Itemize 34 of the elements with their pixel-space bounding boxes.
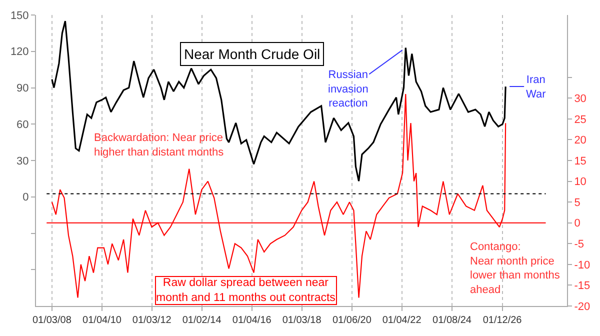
x-tick-label: 01/04/22: [382, 315, 422, 326]
y2-tick-label: 30: [574, 92, 586, 105]
annotation: Raw dollar spread between near month and 11 months out contracts: [156, 277, 336, 304]
annotation: Russian invasion reaction: [328, 69, 368, 110]
y2-tick-label: -10: [574, 259, 590, 272]
x-tick-label: 01/06/20: [332, 315, 372, 326]
y-tick-label: 120: [10, 46, 29, 58]
y2-tick-label: -5: [574, 238, 584, 250]
y-tick-label: 60: [16, 118, 29, 131]
x-tick-label: 01/02/14: [182, 315, 222, 326]
x-tick-label: 01/03/12: [132, 315, 172, 326]
y2-tick-label: -15: [574, 280, 590, 292]
y-tick-label: 0: [22, 192, 29, 204]
annotation: Iran War: [526, 74, 546, 100]
x-tick-label: 01/04/10: [82, 315, 122, 326]
text: Near Month Crude Oil: [184, 46, 320, 62]
x-tick-label: 01/04/16: [232, 315, 272, 326]
y2-tick-label: 10: [574, 176, 586, 188]
x-tick-label: 01/03/08: [32, 315, 72, 326]
y2-tick-label: 0: [574, 218, 580, 230]
x-tick-label: 01/03/18: [282, 315, 322, 326]
y2-tick-label: 5: [574, 196, 580, 209]
y2-tick-label: 20: [574, 134, 586, 147]
annotation: Contango: Near month price lower than months ahead: [470, 241, 560, 296]
y-tick-label: 90: [16, 82, 29, 95]
annotation: Backwardation: Near price higher than distant months: [94, 132, 224, 158]
y2-tick-label: 15: [574, 155, 586, 168]
x-tick-label: 01/12/26: [482, 315, 522, 326]
y-tick-label: 150: [10, 10, 29, 22]
y2-tick-label: -20: [574, 300, 590, 313]
y-tick-label: 30: [16, 155, 29, 168]
line-series: [51, 20, 506, 182]
x-tick-label: 01/08/24: [432, 315, 472, 326]
y2-tick-label: 25: [574, 114, 586, 126]
